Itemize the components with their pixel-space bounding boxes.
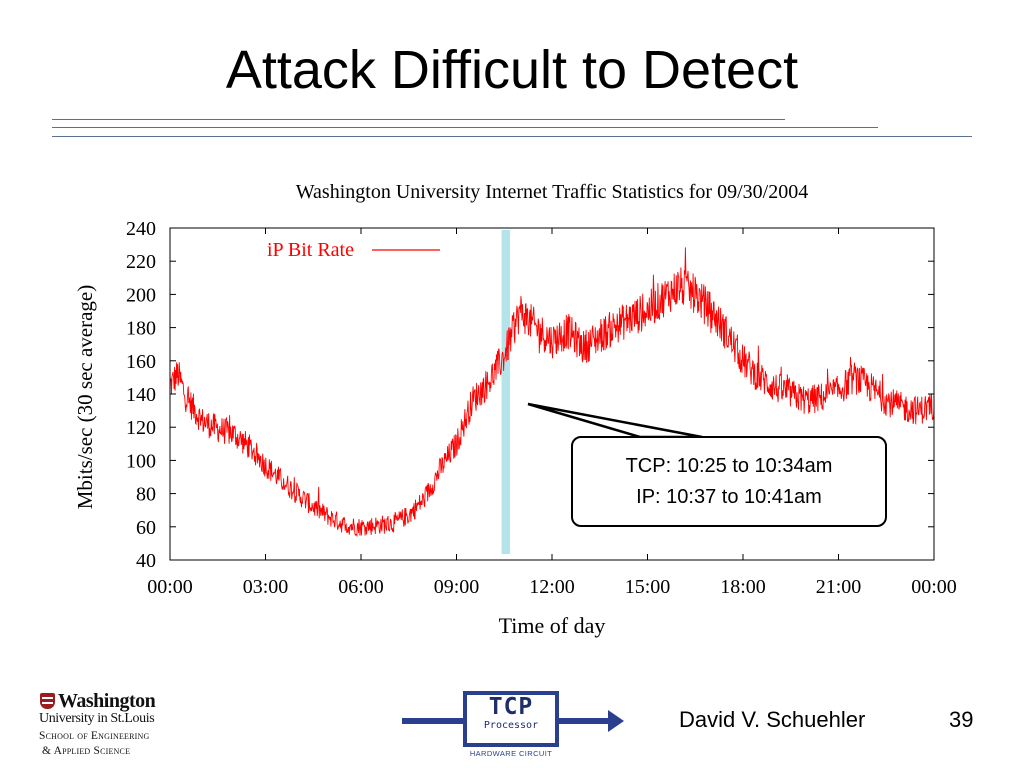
callout-ip-line: IP: 10:37 to 10:41am (636, 486, 822, 508)
logo-line-1: Washington (58, 690, 156, 712)
tcp-logo-subtitle: Processor (483, 720, 539, 731)
x-tick-label: 12:00 (529, 576, 575, 598)
washu-logo: Washington University in St.Louis School… (38, 690, 178, 765)
y-axis-label: Mbits/sec (30 sec average) (73, 285, 97, 510)
y-tick-label: 200 (126, 284, 156, 306)
title-rule-3 (52, 136, 972, 137)
title-rule-1 (52, 119, 785, 120)
series-line-0 (170, 247, 935, 538)
attack-callout: TCP: 10:25 to 10:34am IP: 10:37 to 10:41… (571, 436, 887, 527)
logo-line-3: School of Engineering (39, 730, 150, 742)
tcp-processor-logo: TCP Processor (463, 691, 559, 747)
y-tick-label: 40 (136, 550, 156, 572)
callout-tcp-line: TCP: 10:25 to 10:34am (625, 455, 833, 477)
logo-line-4: & Applied Science (42, 745, 131, 757)
x-tick-label: 09:00 (434, 576, 480, 598)
y-tick-label: 240 (126, 218, 156, 240)
x-tick-label: 15:00 (625, 576, 671, 598)
y-tick-label: 140 (126, 384, 156, 406)
tcp-logo-caption: HARDWARE CIRCUIT (469, 749, 553, 758)
shield-icon (40, 693, 55, 709)
author-name: David V. Schuehler (679, 707, 866, 732)
chart-title: Washington University Internet Traffic S… (296, 181, 808, 203)
callout-pointer (527, 402, 703, 439)
x-tick-label: 03:00 (243, 576, 289, 598)
page-number: 39 (949, 707, 974, 732)
x-tick-label: 06:00 (338, 576, 384, 598)
y-tick-label: 80 (136, 484, 156, 506)
y-tick-label: 220 (126, 251, 156, 273)
attack-window-highlight (501, 230, 511, 554)
legend-label: iP Bit Rate (267, 239, 354, 261)
x-axis-label: Time of day (499, 613, 606, 638)
y-tick-label: 180 (126, 318, 156, 340)
tcp-logo-inner: TCP Processor (467, 695, 555, 743)
y-tick-label: 60 (136, 517, 156, 539)
y-tick-label: 120 (126, 417, 156, 439)
title-rule-2 (52, 127, 878, 128)
x-tick-label: 18:00 (720, 576, 766, 598)
slide-title: Attack Difficult to Detect (225, 40, 799, 100)
y-tick-label: 100 (126, 450, 156, 472)
x-tick-label: 00:00 (147, 576, 193, 598)
tcp-logo-title: TCP (488, 694, 534, 720)
x-tick-label: 00:00 (911, 576, 957, 598)
x-tick-label: 21:00 (816, 576, 862, 598)
y-tick-label: 160 (126, 351, 156, 373)
arrow-right-icon (608, 710, 624, 732)
logo-line-2: University in St.Louis (39, 711, 155, 726)
